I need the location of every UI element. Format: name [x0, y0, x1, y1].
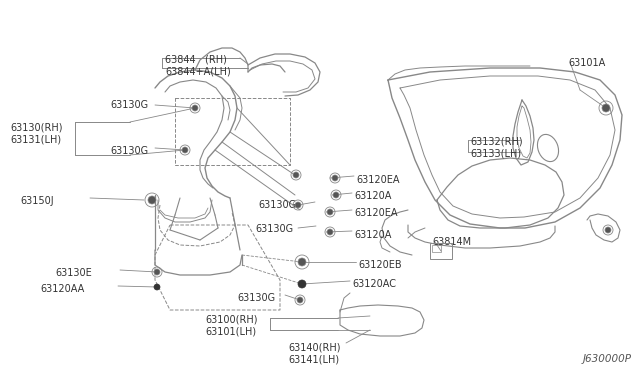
Circle shape [298, 280, 306, 288]
Text: 63101(LH): 63101(LH) [205, 327, 256, 337]
Text: 63132(RH): 63132(RH) [470, 137, 523, 147]
Text: 63131(LH): 63131(LH) [10, 134, 61, 144]
Circle shape [192, 105, 198, 111]
Text: 63120AA: 63120AA [40, 284, 84, 294]
Text: 63120A: 63120A [354, 230, 392, 240]
Text: 63130G: 63130G [110, 146, 148, 156]
Circle shape [332, 175, 338, 181]
Circle shape [602, 104, 610, 112]
Text: 63130G: 63130G [255, 224, 293, 234]
Circle shape [182, 147, 188, 153]
Circle shape [154, 284, 160, 290]
Text: 63120AC: 63120AC [352, 279, 396, 289]
Bar [430, 243, 452, 259]
Text: J630000P: J630000P [583, 354, 632, 364]
Text: 63130(RH): 63130(RH) [10, 122, 63, 132]
Text: 63141(LH): 63141(LH) [288, 354, 339, 364]
Text: 63120EA: 63120EA [356, 175, 399, 185]
Text: 63101A: 63101A [568, 58, 605, 68]
Text: 63133(LH): 63133(LH) [470, 149, 521, 159]
Text: 63120EA: 63120EA [354, 208, 397, 218]
Text: 63150J: 63150J [20, 196, 54, 206]
Text: 63130G: 63130G [258, 200, 296, 210]
Circle shape [148, 196, 156, 204]
Circle shape [605, 227, 611, 233]
Bar [432, 245, 441, 252]
Text: 63100(RH): 63100(RH) [205, 315, 257, 325]
Text: 63814M: 63814M [432, 237, 471, 247]
Circle shape [298, 258, 306, 266]
Text: 63844+A(LH): 63844+A(LH) [165, 66, 231, 76]
Text: 63844   (RH): 63844 (RH) [165, 54, 227, 64]
Circle shape [297, 297, 303, 303]
Circle shape [154, 269, 160, 275]
Text: 63130G: 63130G [237, 293, 275, 303]
Text: 63120EB: 63120EB [358, 260, 402, 270]
Circle shape [295, 202, 301, 208]
Text: 63140(RH): 63140(RH) [288, 342, 340, 352]
Text: 63120A: 63120A [354, 191, 392, 201]
Circle shape [333, 192, 339, 198]
Text: 63130E: 63130E [55, 268, 92, 278]
Text: 63130G: 63130G [110, 100, 148, 110]
Circle shape [327, 229, 333, 235]
Circle shape [293, 172, 299, 178]
Circle shape [327, 209, 333, 215]
